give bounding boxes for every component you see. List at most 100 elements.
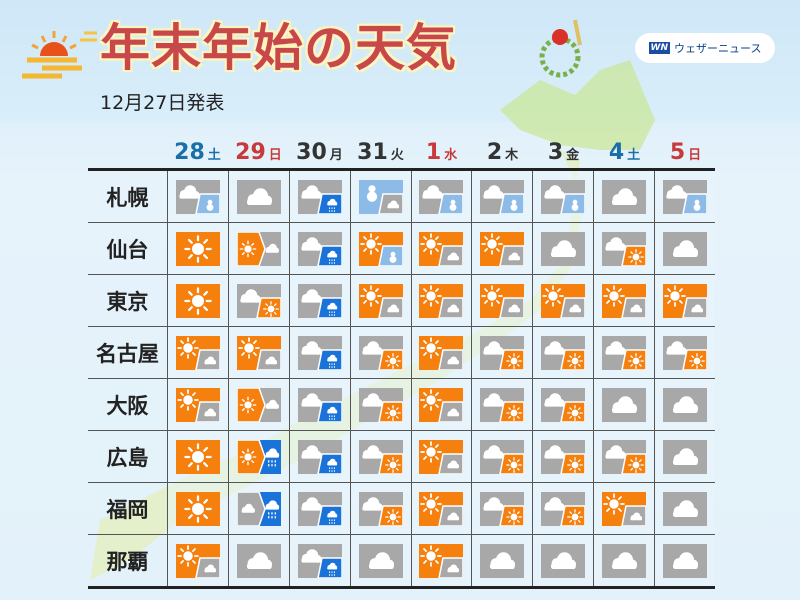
forecast-cell: [655, 327, 716, 378]
forecast-cell: [228, 223, 290, 274]
date-weekday: 火: [390, 148, 404, 163]
weather-cloud-occ-sun-icon: [541, 335, 586, 370]
date-day: 3: [547, 140, 564, 165]
weather-cloud-occ-sun-icon: [541, 439, 586, 474]
forecast-cell: [289, 327, 351, 378]
forecast-cell: [594, 327, 656, 378]
table-row: 東京: [88, 275, 716, 327]
weather-cloudy-icon: [602, 387, 647, 422]
weather-cloud-occ-rain-icon: [297, 179, 342, 214]
forecast-cell: [533, 275, 595, 326]
forecast-cell: [472, 431, 534, 482]
forecast-cell: [472, 171, 534, 222]
weather-cloud-occ-sun-icon: [480, 387, 525, 422]
forecast-cell: [594, 431, 656, 482]
weather-sun-occ-cloud-icon: [175, 387, 220, 422]
weather-sun-then-cloud-icon: [236, 231, 281, 266]
forecast-cell: [655, 223, 716, 274]
date-weekday: 金: [566, 148, 580, 163]
forecast-cell: [472, 327, 534, 378]
logo-text: ウェザーニュース: [674, 42, 762, 55]
forecast-cell: [350, 223, 412, 274]
forecast-cell: [289, 379, 351, 430]
date-weekday: 水: [444, 148, 458, 163]
forecast-cell: [167, 379, 229, 430]
forecast-cell: [472, 275, 534, 326]
forecast-cell: [411, 171, 473, 222]
forecast-cell: [655, 535, 716, 586]
weather-cloud-occ-snow-icon: [541, 179, 586, 214]
weather-sun-occ-cloud-icon: [602, 491, 647, 526]
weather-cloud-occ-sun-icon: [663, 335, 708, 370]
forecast-cell: [594, 483, 656, 534]
date-day: 2: [486, 140, 503, 165]
weather-cloud-occ-rain-icon: [297, 543, 342, 578]
weather-snow-occ-cloud-icon: [358, 179, 403, 214]
logo-mark: WN: [648, 42, 670, 54]
city-name: 大阪: [88, 379, 168, 430]
city-name: 札幌: [88, 171, 168, 222]
forecast-cell: [167, 327, 229, 378]
weather-cloudy-icon: [236, 179, 281, 214]
date-header: 30 月: [289, 140, 350, 165]
issued-date: 12月27日発表: [100, 92, 225, 114]
weather-sun-occ-cloud-icon: [480, 283, 525, 318]
forecast-cell: [411, 275, 473, 326]
weather-cloud-occ-snow-icon: [419, 179, 464, 214]
forecast-cell: [594, 275, 656, 326]
forecast-cell: [533, 535, 595, 586]
forecast-cell: [228, 275, 290, 326]
date-weekday: 土: [207, 148, 221, 163]
city-name: 福岡: [88, 483, 168, 534]
date-day: 30: [296, 140, 327, 165]
forecast-cell: [594, 171, 656, 222]
city-name: 仙台: [88, 223, 168, 274]
weather-cloud-occ-sun-icon: [358, 335, 403, 370]
weather-sun-occ-cloud-icon: [419, 335, 464, 370]
weather-cloudy-icon: [663, 387, 708, 422]
table-row: 那覇: [88, 535, 716, 586]
date-weekday: 土: [627, 148, 641, 163]
forecast-cell: [228, 171, 290, 222]
forecast-cell: [228, 431, 290, 482]
weather-cloudy-icon: [663, 439, 708, 474]
page-title: 年末年始の天気: [100, 19, 457, 77]
weather-cloud-occ-sun-icon: [480, 335, 525, 370]
weather-cloud-occ-sun-icon: [602, 439, 647, 474]
forecast-cell: [350, 483, 412, 534]
weather-cloudy-icon: [358, 543, 403, 578]
weather-cloudy-icon: [663, 231, 708, 266]
date-day: 4: [608, 140, 625, 165]
city-name: 名古屋: [88, 327, 168, 378]
forecast-cell: [411, 223, 473, 274]
date-weekday: 月: [329, 148, 343, 163]
weather-cloud-occ-sun-icon: [480, 491, 525, 526]
forecast-cell: [411, 431, 473, 482]
weather-cloud-then-rain-icon: [236, 491, 281, 526]
weather-sun-occ-snow-icon: [358, 231, 403, 266]
date-header: 31 火: [350, 140, 411, 165]
forecast-cell: [594, 379, 656, 430]
forecast-cell: [167, 483, 229, 534]
forecast-cell: [533, 327, 595, 378]
weather-sun-occ-cloud-icon: [419, 439, 464, 474]
table-row: 福岡: [88, 483, 716, 535]
date-weekday: 木: [505, 148, 519, 163]
city-name: 東京: [88, 275, 168, 326]
weather-sun-occ-cloud-icon: [419, 491, 464, 526]
weather-cloud-occ-snow-icon: [480, 179, 525, 214]
date-day: 29: [235, 140, 266, 165]
weather-cloudy-icon: [541, 231, 586, 266]
forecast-cell: [228, 379, 290, 430]
weather-cloud-occ-sun-icon: [541, 491, 586, 526]
weather-cloud-occ-sun-icon: [358, 387, 403, 422]
weather-sun-occ-cloud-icon: [358, 283, 403, 318]
forecast-cell: [533, 171, 595, 222]
date-header-row: 28 土 29 日 30 月 31 火 1 水 2 木 3 金 4 土 5 日: [167, 140, 716, 165]
forecast-cell: [655, 275, 716, 326]
forecast-cell: [411, 535, 473, 586]
